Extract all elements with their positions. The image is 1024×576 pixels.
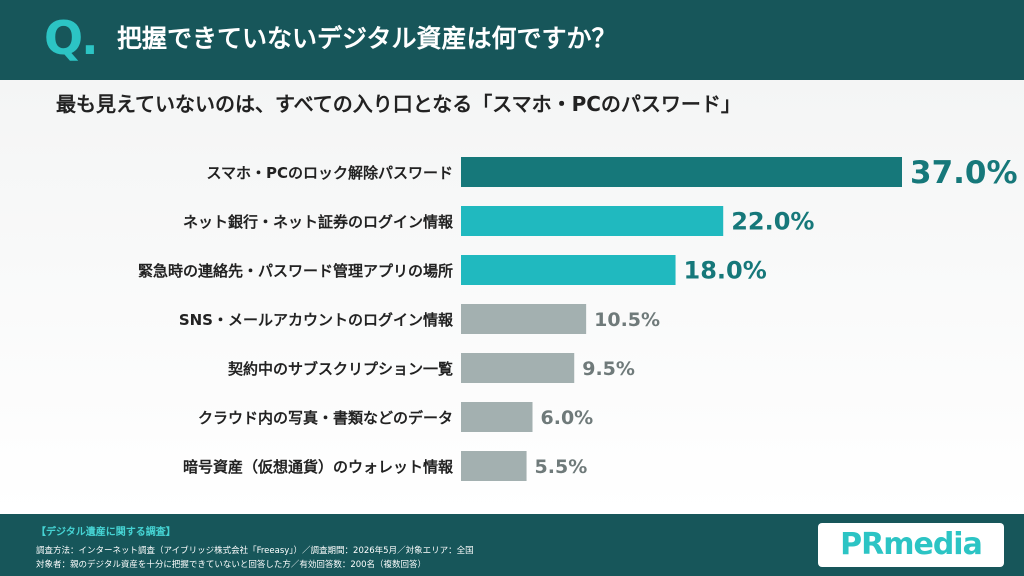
survey-method: 調査方法：インターネット調査（アイブリッジ株式会社「Freeasy」）／調査期間… bbox=[36, 546, 474, 556]
bar bbox=[461, 206, 724, 236]
value-label: 22.0% bbox=[731, 208, 814, 236]
chart-area bbox=[0, 80, 1024, 514]
bar bbox=[461, 353, 575, 383]
category-label: クラウド内の写真・書類などのデータ bbox=[198, 409, 453, 427]
q-mark: Q. bbox=[44, 10, 99, 66]
value-label: 9.5% bbox=[582, 358, 635, 380]
category-label: 暗号資産（仮想通貨）のウォレット情報 bbox=[183, 458, 454, 476]
bar bbox=[461, 451, 527, 481]
value-label: 5.5% bbox=[535, 456, 588, 478]
bar bbox=[461, 255, 676, 285]
value-label: 10.5% bbox=[594, 309, 660, 331]
chart-subtitle: 最も見えていないのは、すべての入り口となる「スマホ・PCのパスワード」 bbox=[56, 92, 741, 116]
question-title: 把握できていないデジタル資産は何ですか？ bbox=[117, 24, 617, 53]
survey-target: 対象者：親のデジタル資産を十分に把握できていないと回答した方／有効回答数：200… bbox=[36, 560, 427, 570]
q-letter: Q bbox=[44, 11, 83, 65]
bar-chart: スマホ・PCのロック解除パスワード 37.0% ネット銀行・ネット証券のログイン情報… bbox=[138, 155, 1018, 481]
q-dot: . bbox=[81, 11, 99, 65]
logo-text: PRmedia bbox=[840, 527, 983, 562]
category-label: 緊急時の連絡先・パスワード管理アプリの場所 bbox=[138, 262, 453, 280]
bar bbox=[461, 304, 587, 334]
bar bbox=[461, 157, 902, 187]
value-label: 6.0% bbox=[541, 407, 594, 429]
category-label: スマホ・PCのロック解除パスワード bbox=[206, 164, 453, 182]
value-label: 37.0% bbox=[910, 155, 1018, 191]
value-label: 18.0% bbox=[684, 257, 767, 285]
prmedia-logo: PRmedia bbox=[818, 523, 1004, 567]
bar bbox=[461, 402, 533, 432]
category-label: 契約中のサブスクリプション一覧 bbox=[227, 360, 453, 378]
category-label: SNS・メールアカウントのログイン情報 bbox=[179, 311, 454, 329]
header-bar: Q. 把握できていないデジタル資産は何ですか？ bbox=[0, 0, 1024, 80]
category-label: ネット銀行・ネット証券のログイン情報 bbox=[183, 213, 454, 231]
survey-heading: 【デジタル遺産に関する調査】 bbox=[36, 527, 176, 538]
